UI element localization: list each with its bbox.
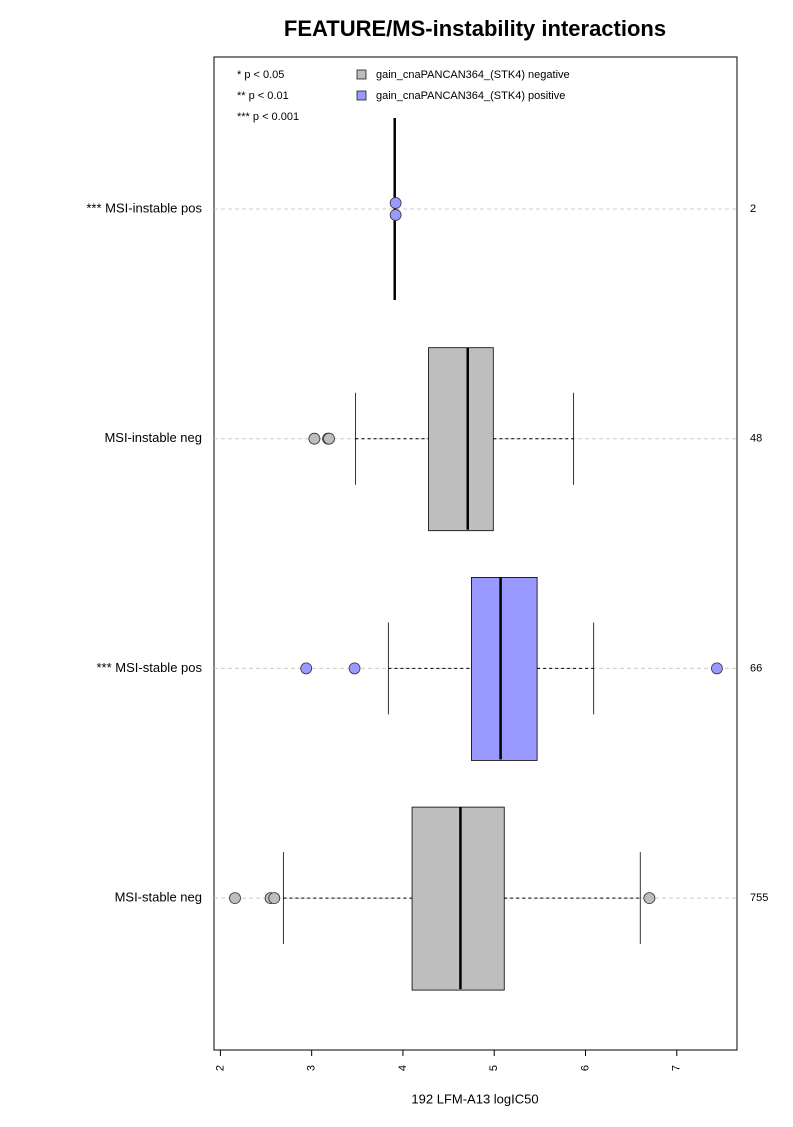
point	[300, 662, 313, 675]
chart-title: FEATURE/MS-instability interactions	[284, 16, 666, 41]
x-tick-label: 3	[306, 1065, 318, 1071]
point	[308, 432, 321, 445]
group-count: 66	[750, 662, 762, 674]
point	[389, 197, 402, 209]
group-label: MSI-instable neg	[104, 430, 202, 445]
legend-label: gain_cnaPANCAN364_(STK4) positive	[376, 90, 565, 102]
x-tick-label: 6	[579, 1065, 591, 1071]
group-count: 755	[750, 892, 768, 904]
x-tick-label: 5	[488, 1065, 500, 1071]
group-count: 2	[750, 203, 756, 215]
point	[229, 892, 241, 904]
point	[268, 892, 281, 904]
group-label: *** MSI-stable pos	[97, 660, 203, 675]
x-tick-label: 2	[214, 1065, 226, 1071]
box	[428, 347, 494, 532]
point	[323, 432, 335, 445]
x-tick-label: 7	[671, 1065, 683, 1071]
box	[470, 577, 538, 761]
note: *** p < 0.001	[237, 111, 299, 123]
box	[411, 806, 505, 991]
group-label: MSI-stable neg	[115, 890, 202, 905]
group-label: *** MSI-instable pos	[86, 200, 202, 215]
note: ** p < 0.01	[237, 90, 289, 102]
x-axis-label: 192 LFM-A13 logIC50	[411, 1091, 538, 1106]
point	[711, 662, 723, 675]
note: * p < 0.05	[237, 69, 284, 81]
group-count: 48	[750, 433, 762, 445]
point	[389, 209, 402, 221]
legend-swatch	[356, 90, 367, 101]
point	[643, 892, 656, 904]
legend-label: gain_cnaPANCAN364_(STK4) negative	[376, 69, 570, 81]
legend-swatch	[356, 69, 367, 80]
x-tick-label: 4	[397, 1065, 409, 1071]
point	[348, 662, 361, 675]
